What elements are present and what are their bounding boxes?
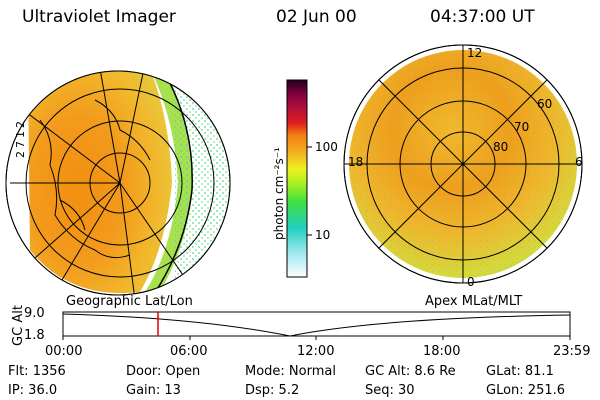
left-edge-tick: 2: [14, 151, 27, 158]
mlat-label-80: 80: [493, 140, 509, 154]
colorbar-label: photon cm⁻²s⁻¹: [272, 147, 286, 240]
left-edge-tick: 1: [14, 131, 27, 138]
mlt-label-18: 18: [348, 155, 364, 169]
colorbar: [286, 79, 312, 278]
timeline-xtick: 23:59: [553, 344, 591, 359]
timeline-xtick: 12:00: [297, 344, 335, 359]
apex-image: [343, 44, 583, 284]
colorbar-tick-10: 10: [315, 228, 331, 242]
timeline-xtick: 06:00: [170, 344, 208, 359]
mlt-label-0: 0: [467, 275, 475, 289]
timeline-chart: [62, 311, 571, 340]
mlat-label-70: 70: [514, 120, 530, 134]
status-glon: GLon: 251.6: [486, 383, 566, 398]
mlt-label-12: 12: [467, 46, 483, 60]
status-gain: Gain: 13: [126, 383, 181, 398]
geographic-image: [5, 70, 231, 296]
timeline-xtick: 00:00: [45, 344, 83, 359]
status-ip: IP: 36.0: [8, 383, 58, 398]
status-dsp: Dsp: 5.2: [245, 383, 300, 398]
geographic-caption: Geographic Lat/Lon: [66, 294, 193, 309]
timeline-ytick: 1.8: [24, 328, 45, 343]
status-glat: GLat: 81.1: [486, 364, 554, 379]
left-edge-tick: 7: [14, 141, 27, 148]
timeline-xtick: 18:00: [423, 344, 461, 359]
left-edge-tick: 2: [14, 121, 27, 128]
status-flt: Flt: 1356: [8, 364, 66, 379]
apex-caption: Apex MLat/MLT: [425, 294, 523, 309]
app-title: Ultraviolet Imager: [22, 7, 176, 27]
time-label: 04:37:00 UT: [430, 7, 535, 27]
status-door: Door: Open: [126, 364, 201, 379]
status-gcalt: GC Alt: 8.6 Re: [365, 364, 456, 379]
status-seq: Seq: 30: [365, 383, 415, 398]
date-label: 02 Jun 00: [276, 7, 357, 27]
timeline-ytick: 9.0: [24, 306, 45, 321]
mlat-label-60: 60: [537, 97, 553, 111]
mlt-label-6: 6: [575, 155, 583, 169]
colorbar-tick-100: 100: [315, 140, 338, 154]
status-mode: Mode: Normal: [245, 364, 336, 379]
